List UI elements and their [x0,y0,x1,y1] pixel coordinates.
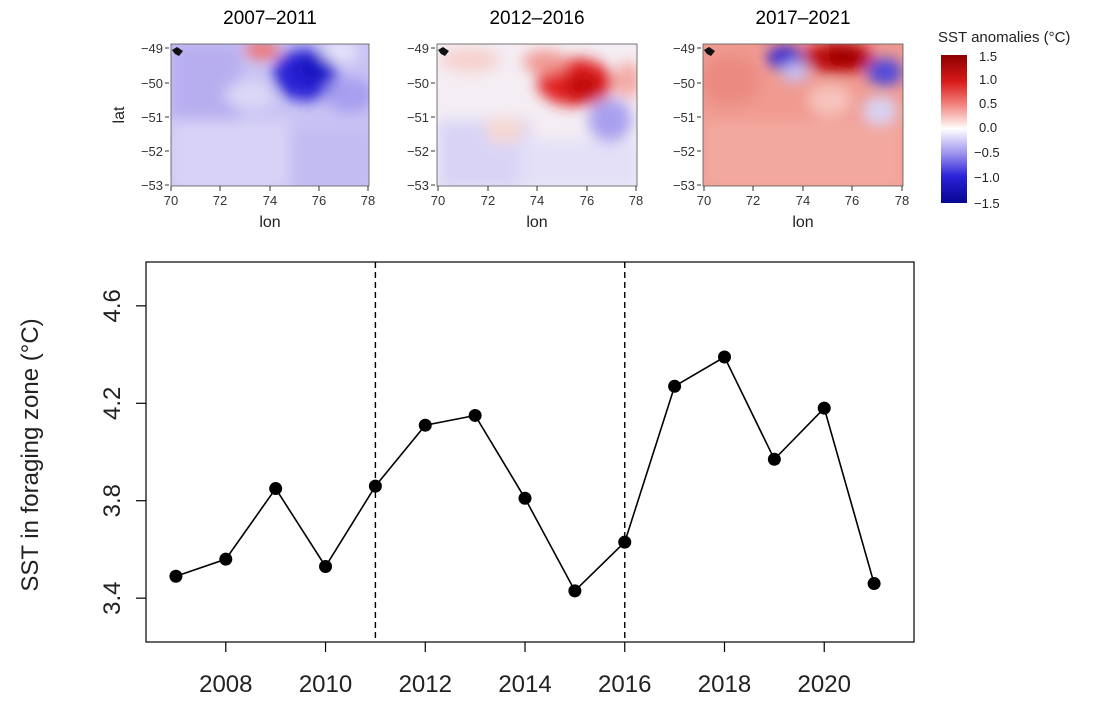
lat-axis-label: lat [111,106,128,123]
land-marker [438,47,449,56]
y-axis-label: SST in foraging zone (°C) [17,318,44,591]
lat-ticks: −49 −50 −51 −52 −53 [673,41,701,193]
map-panel-2007-2011: 2007–2011 −49 [111,8,375,231]
data-point-2009 [269,482,283,496]
lat-tick-label: −51 [673,110,695,125]
lon-axis-label: lon [792,214,813,231]
lon-tick-label: 78 [361,193,375,208]
lon-tick-label: 72 [746,193,760,208]
lat-ticks: −49 −50 −51 −52 −53 [407,41,435,193]
sst-series-line [175,355,875,593]
lon-tick-label: 70 [431,193,445,208]
colorbar-tick-label: 0.5 [979,96,997,111]
colorbar-ticks: 1.5 1.0 0.5 0.0 −0.5 −1.0 −1.5 [974,49,1000,211]
period-dividers [374,262,626,642]
lat-tick-label: −49 [407,41,429,56]
data-point-2007 [169,569,183,583]
lon-tick-label: 78 [895,193,909,208]
lon-axis-label: lon [259,214,280,231]
lat-tick-label: −49 [141,41,163,56]
y-tick-label: 4.2 [99,387,126,420]
data-point-2018 [717,350,731,364]
lon-tick-label: 74 [530,193,544,208]
lon-ticks: 70 72 74 76 78 [697,186,909,208]
map-title: 2007–2011 [223,8,317,29]
lat-tick-label: −50 [141,76,163,91]
sst-series-points [169,350,881,598]
lat-tick-label: −53 [673,178,695,193]
land-marker [704,47,715,56]
y-tick-label: 4.6 [99,289,126,322]
data-point-2015 [568,584,582,598]
lon-tick-label: 70 [697,193,711,208]
x-tick-label: 2012 [399,671,452,698]
data-point-2020 [817,401,831,415]
data-point-2012 [418,418,432,432]
data-point-2017 [668,379,682,393]
data-point-2016 [618,535,632,549]
x-tick-label: 2018 [698,671,751,698]
x-tick-label: 2020 [798,671,851,698]
chart-ticks: 2008 2010 2012 2014 2016 2018 2020 3.4 3.8 4.2 4.6 [99,289,851,698]
lon-tick-label: 72 [213,193,227,208]
colorbar-tick-label: 0.0 [979,120,997,135]
data-point-2010 [319,559,333,573]
lat-tick-label: −49 [673,41,695,56]
lon-tick-label: 76 [845,193,859,208]
x-tick-label: 2014 [498,671,551,698]
lon-tick-label: 78 [629,193,643,208]
y-tick-label: 3.8 [99,484,126,517]
lat-tick-label: −53 [407,178,429,193]
sst-anomaly-map [437,44,637,186]
lon-ticks: 70 72 74 76 78 [164,186,375,208]
lat-tick-label: −51 [141,110,163,125]
data-point-2021 [867,577,881,591]
sst-line-chart: SST in foraging zone (°C) 2008 2010 2012 20… [17,261,915,698]
colorbar: SST anomalies (°C) 1.5 1.0 0.5 0.0 −0.5 … [938,29,1070,211]
data-point-2011 [368,479,382,493]
lat-tick-label: −51 [407,110,429,125]
lon-tick-label: 72 [481,193,495,208]
lat-tick-label: −50 [407,76,429,91]
lat-tick-label: −53 [141,178,163,193]
data-point-2013 [468,408,482,422]
lat-ticks: −49 −50 −51 −52 −53 [141,41,169,193]
sst-anomaly-map [171,44,369,186]
map-panel-2017-2021: 2017–2021 −49 [673,8,909,231]
colorbar-tick-label: −1.5 [974,196,1000,211]
lon-tick-label: 76 [580,193,594,208]
plot-frame [145,261,915,643]
map-panel-2012-2016: 2012–2016 −49 [407,8,643,231]
data-point-2014 [518,491,532,505]
land-marker [172,47,183,56]
lat-tick-label: −52 [141,144,163,159]
lon-tick-label: 74 [263,193,277,208]
lon-tick-label: 76 [312,193,326,208]
lon-ticks: 70 72 74 76 78 [431,186,643,208]
lat-tick-label: −50 [673,76,695,91]
map-title: 2017–2021 [755,8,850,29]
lon-axis-label: lon [526,214,547,231]
x-tick-label: 2016 [598,671,651,698]
sst-anomaly-map [703,44,903,186]
colorbar-title: SST anomalies (°C) [938,29,1070,46]
y-tick-label: 3.4 [99,581,126,614]
x-tick-label: 2010 [299,671,352,698]
colorbar-tick-label: 1.5 [979,49,997,64]
colorbar-tick-label: −1.0 [974,170,1000,185]
colorbar-tick-label: 1.0 [979,72,997,87]
colorbar-tick-label: −0.5 [974,145,1000,160]
data-point-2019 [767,452,781,466]
lat-tick-label: −52 [673,144,695,159]
data-point-2008 [219,552,233,566]
map-title: 2012–2016 [489,8,584,29]
x-tick-label: 2008 [199,671,252,698]
lon-tick-label: 70 [164,193,178,208]
lat-tick-label: −52 [407,144,429,159]
colorbar-gradient [941,55,967,203]
lon-tick-label: 74 [796,193,810,208]
